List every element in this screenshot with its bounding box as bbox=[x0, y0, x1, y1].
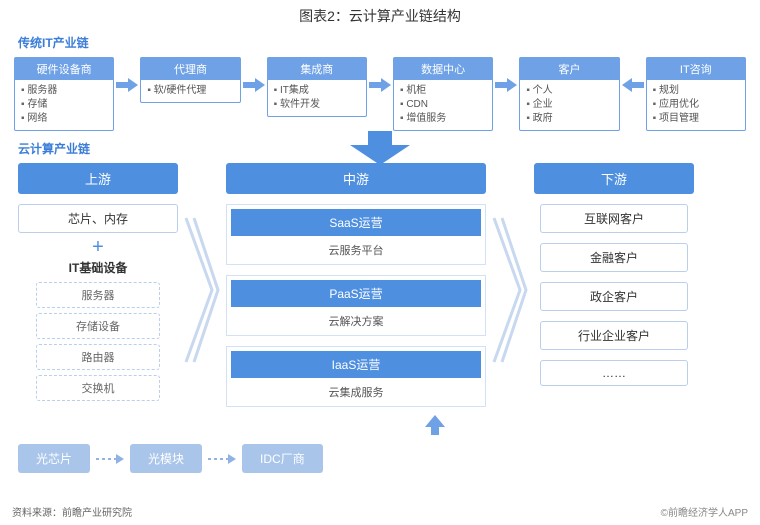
mid-group-sub: 云集成服务 bbox=[227, 382, 485, 406]
bottom-supply-row: 光芯片 光模块 IDC厂商 bbox=[0, 438, 760, 473]
mid-group-title: IaaS运营 bbox=[231, 351, 481, 378]
bottom-pill: IDC厂商 bbox=[242, 444, 323, 473]
mid-group-sub: 云解决方案 bbox=[227, 311, 485, 335]
arrow-left-icon bbox=[622, 78, 644, 92]
plus-icon: + bbox=[92, 237, 104, 257]
midstream-header: 中游 bbox=[226, 163, 486, 194]
trad-item: 应用优化 bbox=[653, 98, 739, 112]
bottom-pill: 光模块 bbox=[130, 444, 202, 473]
trad-item: 规划 bbox=[653, 84, 739, 98]
dash-arrow-icon bbox=[96, 453, 124, 465]
trad-item: 软件开发 bbox=[274, 98, 360, 112]
traditional-chain-label: 传统IT产业链 bbox=[18, 34, 760, 51]
trad-box-integrator: 集成商 IT集成 软件开发 bbox=[267, 57, 367, 117]
trad-item: 政府 bbox=[526, 112, 612, 126]
midstream-column: 中游 SaaS运营 云服务平台 PaaS运营 云解决方案 IaaS运营 云集成服… bbox=[226, 163, 486, 417]
mid-group-sub: 云服务平台 bbox=[227, 240, 485, 264]
infra-item: 存储设备 bbox=[36, 313, 161, 339]
trad-item: 存储 bbox=[21, 98, 107, 112]
downstream-column: 下游 互联网客户 金融客户 政企客户 行业企业客户 …… bbox=[534, 163, 694, 417]
upstream-chip-mem: 芯片、内存 bbox=[18, 204, 178, 233]
bottom-pill: 光芯片 bbox=[18, 444, 90, 473]
downstream-item: …… bbox=[540, 360, 687, 386]
credit-label: ©前瞻经济学人APP bbox=[661, 504, 748, 519]
mid-group-iaas: IaaS运营 云集成服务 bbox=[226, 346, 486, 407]
trad-header: 客户 bbox=[520, 58, 618, 80]
upstream-header: 上游 bbox=[18, 163, 178, 194]
trad-item: 服务器 bbox=[21, 84, 107, 98]
trad-header: 硬件设备商 bbox=[15, 58, 113, 80]
trad-item: CDN bbox=[400, 98, 486, 112]
trad-item: 网络 bbox=[21, 112, 107, 126]
trad-item: 软/硬件代理 bbox=[147, 84, 233, 98]
infra-item: 服务器 bbox=[36, 282, 161, 308]
arrow-right-icon bbox=[495, 78, 517, 92]
arrow-right-icon bbox=[243, 78, 265, 92]
trad-item: IT集成 bbox=[274, 84, 360, 98]
chevron-right-icon bbox=[490, 210, 530, 370]
cloud-chain-row: 上游 芯片、内存 + IT基础设备 服务器 存储设备 路由器 交换机 中游 Sa… bbox=[0, 163, 760, 417]
trad-header: 数据中心 bbox=[394, 58, 492, 80]
mid-group-paas: PaaS运营 云解决方案 bbox=[226, 275, 486, 336]
trad-item: 企业 bbox=[526, 98, 612, 112]
dash-arrow-icon bbox=[208, 453, 236, 465]
trad-box-agent: 代理商 软/硬件代理 bbox=[140, 57, 240, 103]
arrow-up-icon bbox=[110, 415, 760, 438]
trad-header: IT咨询 bbox=[647, 58, 745, 80]
chevron-right-icon bbox=[182, 210, 222, 370]
downstream-item: 政企客户 bbox=[540, 282, 687, 311]
trad-header: 集成商 bbox=[268, 58, 366, 80]
traditional-chain-row: 硬件设备商 服务器 存储 网络 代理商 软/硬件代理 集成商 IT集成 软件开发… bbox=[0, 57, 760, 131]
trad-box-hardware: 硬件设备商 服务器 存储 网络 bbox=[14, 57, 114, 131]
source-label: 资料来源：前瞻产业研究院 bbox=[12, 504, 132, 519]
trad-item: 个人 bbox=[526, 84, 612, 98]
downstream-item: 行业企业客户 bbox=[540, 321, 687, 350]
trad-header: 代理商 bbox=[141, 58, 239, 80]
trad-item: 增值服务 bbox=[400, 112, 486, 126]
trad-box-customer: 客户 个人 企业 政府 bbox=[519, 57, 619, 131]
downstream-item: 互联网客户 bbox=[540, 204, 687, 233]
trad-item: 项目管理 bbox=[653, 112, 739, 126]
mid-group-title: PaaS运营 bbox=[231, 280, 481, 307]
arrow-right-icon bbox=[369, 78, 391, 92]
infra-item: 交换机 bbox=[36, 375, 161, 401]
downstream-header: 下游 bbox=[534, 163, 694, 194]
chart-title: 图表2：云计算产业链结构 bbox=[0, 0, 760, 30]
infra-item: 路由器 bbox=[36, 344, 161, 370]
upstream-column: 上游 芯片、内存 + IT基础设备 服务器 存储设备 路由器 交换机 bbox=[18, 163, 178, 417]
trad-box-datacenter: 数据中心 机柜 CDN 增值服务 bbox=[393, 57, 493, 131]
trad-box-consulting: IT咨询 规划 应用优化 项目管理 bbox=[646, 57, 746, 131]
trad-item: 机柜 bbox=[400, 84, 486, 98]
mid-group-title: SaaS运营 bbox=[231, 209, 481, 236]
mid-group-saas: SaaS运营 云服务平台 bbox=[226, 204, 486, 265]
downstream-item: 金融客户 bbox=[540, 243, 687, 272]
upstream-infra-label: IT基础设备 bbox=[18, 259, 178, 276]
arrow-right-icon bbox=[116, 78, 138, 92]
